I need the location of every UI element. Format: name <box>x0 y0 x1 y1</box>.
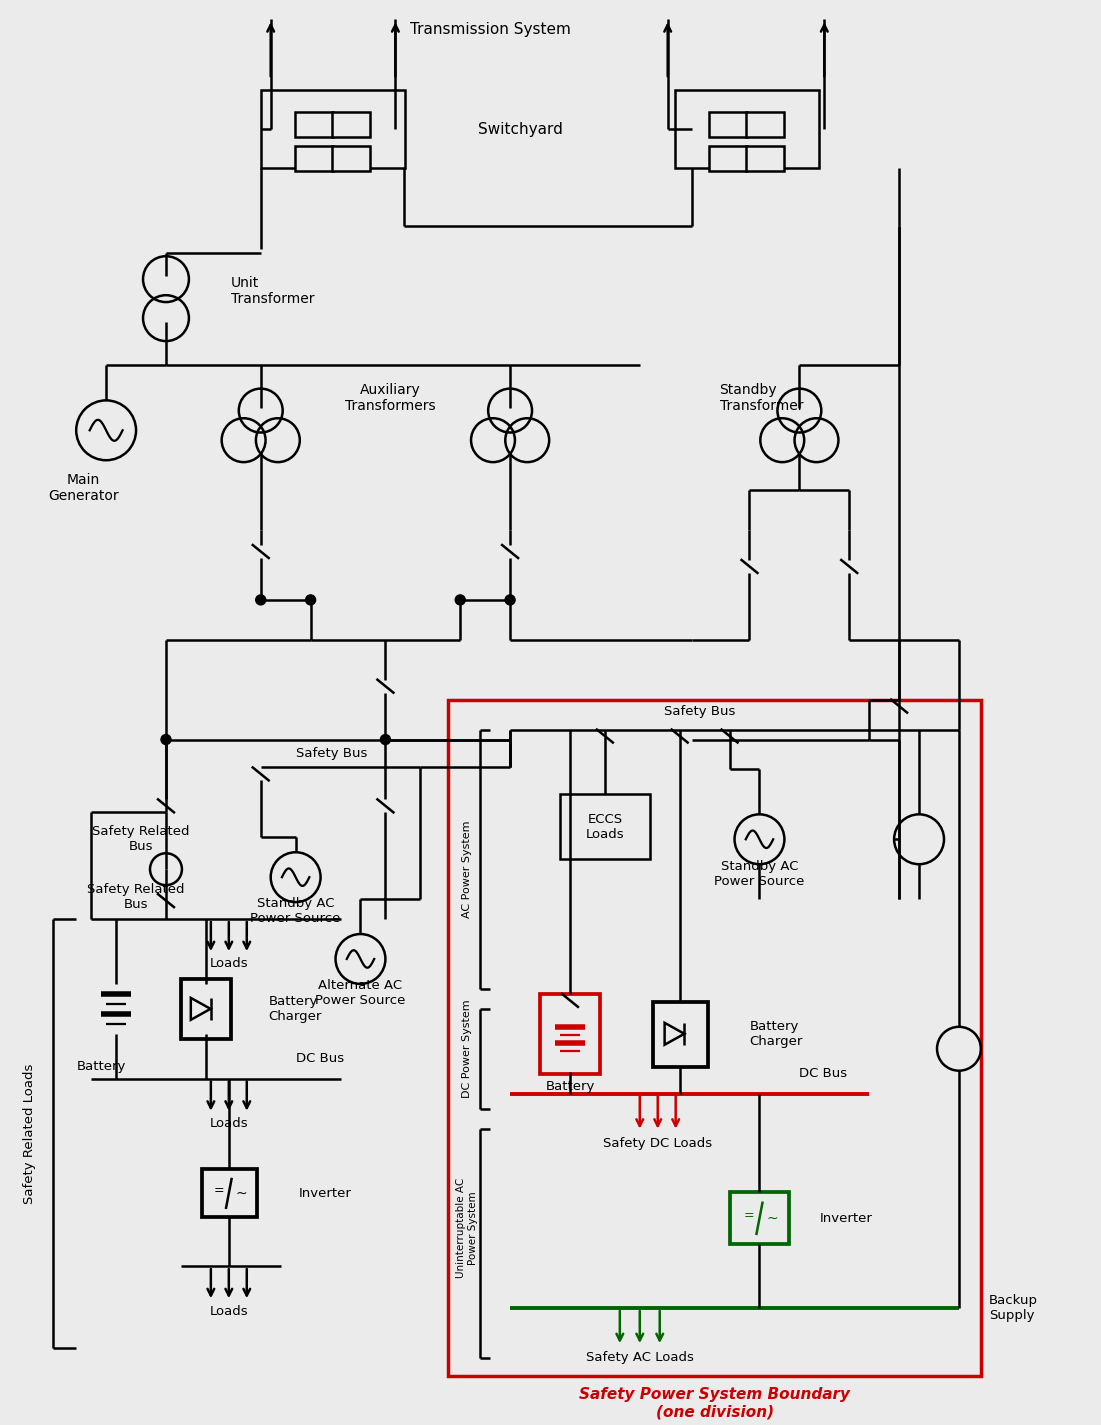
Text: Safety Bus: Safety Bus <box>296 747 367 760</box>
Text: Unit
Transformer: Unit Transformer <box>231 275 314 306</box>
Bar <box>560 794 650 859</box>
Text: Standby
Transformer: Standby Transformer <box>720 383 803 413</box>
Text: Safety Power System Boundary
(one division): Safety Power System Boundary (one divisi… <box>579 1387 850 1419</box>
Circle shape <box>255 594 265 604</box>
Bar <box>709 113 746 137</box>
Bar <box>675 90 819 168</box>
Text: DC Power System: DC Power System <box>462 999 472 1099</box>
Text: DC Bus: DC Bus <box>799 1067 848 1080</box>
Circle shape <box>455 594 466 604</box>
Bar <box>730 1193 789 1244</box>
Bar <box>261 90 405 168</box>
Text: Switchyard: Switchyard <box>478 121 563 137</box>
Bar <box>448 700 981 1377</box>
Bar <box>333 147 370 171</box>
Text: Safety Related Loads: Safety Related Loads <box>23 1063 36 1204</box>
Text: Battery
Charger: Battery Charger <box>269 995 323 1023</box>
Text: Loads: Loads <box>209 1304 248 1318</box>
Bar <box>295 147 333 171</box>
Text: Inverter: Inverter <box>298 1187 351 1200</box>
Text: ~: ~ <box>236 1187 247 1200</box>
Text: Loads: Loads <box>209 1117 248 1130</box>
Circle shape <box>381 734 391 744</box>
Text: Standby AC
Power Source: Standby AC Power Source <box>250 898 341 925</box>
Bar <box>181 979 231 1039</box>
Text: Battery: Battery <box>545 1080 595 1093</box>
Text: =: = <box>743 1208 754 1221</box>
Text: Auxiliary
Transformers: Auxiliary Transformers <box>345 383 436 413</box>
Bar <box>201 1170 257 1217</box>
Text: Battery: Battery <box>76 1060 126 1073</box>
Text: Inverter: Inverter <box>819 1211 872 1226</box>
Bar <box>539 993 600 1073</box>
Bar <box>709 147 746 171</box>
Text: ~: ~ <box>766 1211 778 1226</box>
Text: AC Power System: AC Power System <box>462 821 472 918</box>
Text: Safety AC Loads: Safety AC Loads <box>586 1351 694 1365</box>
Text: Safety Related
Bus: Safety Related Bus <box>92 825 189 854</box>
Bar <box>295 113 333 137</box>
Text: Safety Related
Bus: Safety Related Bus <box>87 884 185 911</box>
Text: Safety Bus: Safety Bus <box>664 705 735 718</box>
Text: Backup
Supply: Backup Supply <box>989 1294 1038 1322</box>
Text: ECCS
Loads: ECCS Loads <box>586 814 624 841</box>
Bar <box>746 113 784 137</box>
Circle shape <box>505 594 515 604</box>
Bar <box>333 113 370 137</box>
Bar <box>653 1002 708 1067</box>
Text: Battery
Charger: Battery Charger <box>750 1020 803 1047</box>
Circle shape <box>306 594 316 604</box>
Text: =: = <box>214 1184 225 1197</box>
Bar <box>746 147 784 171</box>
Text: DC Bus: DC Bus <box>296 1052 344 1066</box>
Circle shape <box>161 734 171 744</box>
Text: Main
Generator: Main Generator <box>47 473 119 503</box>
Text: Loads: Loads <box>209 958 248 970</box>
Text: Uninterruptable AC
Power System: Uninterruptable AC Power System <box>457 1178 478 1278</box>
Text: Transmission System: Transmission System <box>410 21 570 37</box>
Text: Alternate AC
Power Source: Alternate AC Power Source <box>315 979 405 1007</box>
Text: Standby AC
Power Source: Standby AC Power Source <box>715 861 805 888</box>
Text: Safety DC Loads: Safety DC Loads <box>603 1137 712 1150</box>
